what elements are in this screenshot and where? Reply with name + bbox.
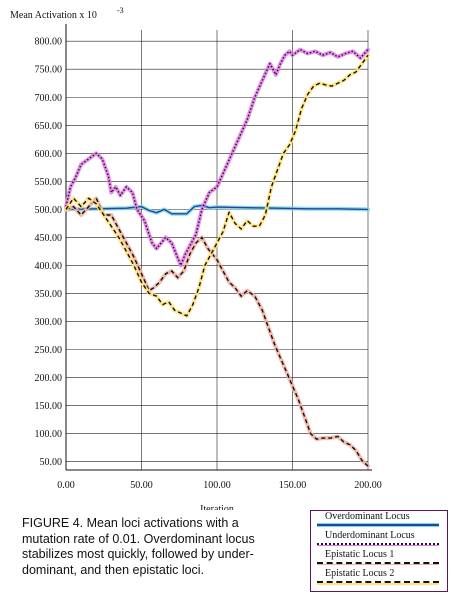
legend-item-epistatic-1: Epistatic Locus 1 xyxy=(311,549,447,568)
series-line-1 xyxy=(65,48,369,267)
y-tick-labels: 50.00 100.00 150.00 200.00 250.00 300.00 350.0… xyxy=(35,37,63,468)
legend-swatch xyxy=(317,543,439,545)
axes xyxy=(65,24,372,471)
y-tick-label: 500.00 xyxy=(35,205,63,216)
legend-item-epistatic-2: Epistatic Locus 2 xyxy=(311,568,447,587)
legend-swatch xyxy=(317,524,439,526)
y-axis-label: Mean Activation x 10 xyxy=(10,10,97,21)
y-tick-label: 250.00 xyxy=(35,345,63,356)
legend-swatch xyxy=(317,562,439,564)
caption-line-2: mutation rate of 0.01. Overdominant locu… xyxy=(22,531,255,546)
series-lines xyxy=(64,47,370,469)
x-tick-label: 200.00 xyxy=(354,480,382,491)
x-tick-label: 100.00 xyxy=(203,480,231,491)
y-tick-label: 300.00 xyxy=(35,317,63,328)
series-line-3 xyxy=(65,54,369,317)
y-tick-label: 100.00 xyxy=(35,429,63,440)
legend-label: Epistatic Locus 2 xyxy=(325,568,395,579)
chart-legend: Overdominant Locus Underdominant Locus E… xyxy=(310,510,448,592)
legend-swatch xyxy=(317,581,439,583)
series-line-0 xyxy=(65,204,369,215)
y-axis-label-exponent: -3 xyxy=(117,6,124,15)
legend-item-underdominant: Underdominant Locus xyxy=(311,530,447,549)
legend-label: Overdominant Locus xyxy=(325,511,410,522)
legend-label: Epistatic Locus 1 xyxy=(325,549,395,560)
series-line-2 xyxy=(65,197,369,467)
caption-line-4: dominant, and then epistatic loci. xyxy=(22,562,205,577)
y-tick-label: 750.00 xyxy=(35,65,63,76)
x-axis-label: Iteration xyxy=(200,504,234,510)
y-tick-label: 800.00 xyxy=(35,37,63,48)
caption-line-1: FIGURE 4. Mean loci activations with a xyxy=(22,516,239,530)
y-tick-label: 50.00 xyxy=(40,457,63,468)
y-tick-label: 550.00 xyxy=(35,177,63,188)
legend-label: Underdominant Locus xyxy=(325,530,415,541)
y-tick-label: 200.00 xyxy=(35,373,63,384)
y-tick-label: 650.00 xyxy=(35,121,63,132)
x-tick-labels: 0.00 50.00 100.00 150.00 200.00 xyxy=(57,480,382,491)
caption-line-3: stabilizes most quickly, followed by und… xyxy=(22,547,254,561)
y-tick-label: 150.00 xyxy=(35,401,63,412)
x-tick-label: 50.00 xyxy=(130,480,153,491)
line-chart: 50.00 100.00 150.00 200.00 250.00 300.00 350.0… xyxy=(10,6,382,510)
y-tick-label: 600.00 xyxy=(35,149,63,160)
y-tick-label: 350.00 xyxy=(35,289,63,300)
y-tick-label: 450.00 xyxy=(35,233,63,244)
grid-lines xyxy=(65,30,369,470)
legend-item-overdominant: Overdominant Locus xyxy=(311,511,447,530)
y-tick-label: 400.00 xyxy=(35,261,63,272)
figure-caption: FIGURE 4. Mean loci activations with a m… xyxy=(22,516,302,578)
x-tick-label: 150.00 xyxy=(279,480,307,491)
x-tick-label: 0.00 xyxy=(57,480,75,491)
y-tick-label: 700.00 xyxy=(35,93,63,104)
